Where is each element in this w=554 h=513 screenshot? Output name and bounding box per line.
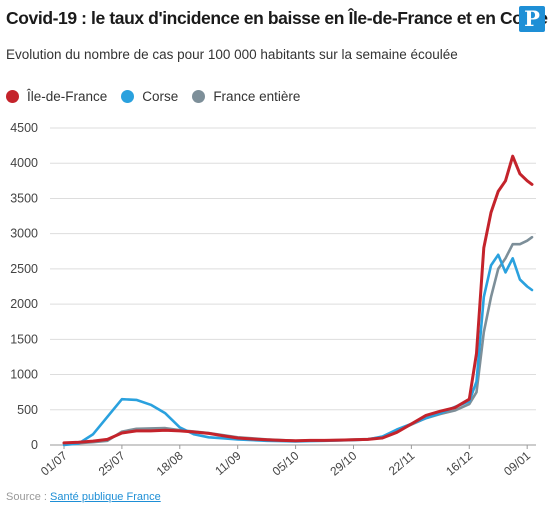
legend-item-ile-de-france: Île-de-France [6,89,107,104]
y-tick-label: 1500 [10,332,38,346]
legend-label: France entière [213,88,301,104]
le-parisien-logo[interactable]: P [519,6,545,32]
y-tick-label: 3000 [10,227,38,241]
series-line-france-entiere [62,235,534,445]
x-tick-label: 09/01 [501,448,533,478]
legend-label: Corse [142,88,179,104]
logo-letter: P [524,6,540,31]
source-label: Source : [6,491,51,503]
legend-dot-icon [192,89,206,103]
y-tick-label: 4000 [10,156,38,170]
series-line-ile-de-france [62,154,534,445]
chart-title: Covid-19 : le taux d'incidence en baisse… [6,8,548,28]
source-note: Source : Santé publique France [6,491,161,503]
y-tick-label: 500 [17,403,38,417]
x-tick-label: 05/10 [270,448,302,478]
x-tick-label: 11/09 [212,448,244,478]
y-tick-label: 2500 [10,262,38,276]
line-chart: 0 500 1000 1500 2000 2500 3000 3500 4000 4500 01/0… [10,121,536,479]
y-tick-label: 2000 [10,297,38,311]
y-tick-label: 3500 [10,191,38,205]
y-tick-label: 1000 [10,368,38,382]
chart-subtitle: Evolution du nombre de cas pour 100 000 … [6,47,458,62]
legend-item-france-entiere: France entière [192,89,300,104]
x-tick-label: 01/07 [38,448,70,478]
x-tick-label: 25/07 [96,448,128,478]
y-tick-label: 0 [31,438,38,452]
x-tick-label: 22/11 [386,448,418,478]
legend-label: Île-de-France [27,88,108,104]
x-tick-label: 18/08 [154,448,186,478]
legend-item-corse: Corse [121,89,178,104]
legend-dot-icon [6,89,19,103]
x-tick-label: 16/12 [443,448,475,478]
source-link[interactable]: Santé publique France [50,491,161,503]
y-tick-label: 4500 [10,121,38,135]
legend-dot-icon [121,89,135,103]
chart-legend: Île-de-France Corse France entière [6,86,314,106]
series-line-corse [62,253,534,447]
x-tick-label: 29/10 [327,448,359,478]
